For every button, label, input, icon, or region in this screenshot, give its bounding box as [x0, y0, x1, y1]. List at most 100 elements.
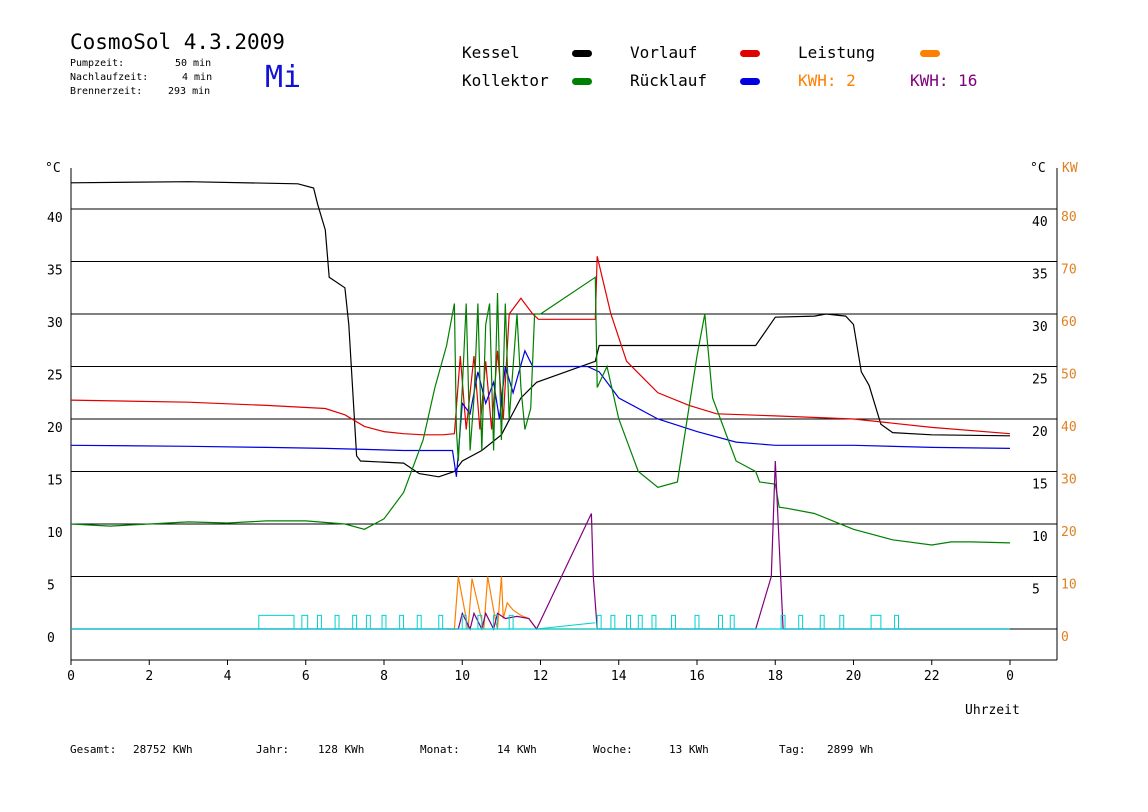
y-axis-unit-kw: KW: [1062, 161, 1078, 176]
x-tick-label: 4: [224, 669, 232, 684]
x-tick-label: 16: [689, 669, 705, 684]
pump-pulse-mark: [819, 614, 825, 630]
pump-pulse-mark: [637, 614, 643, 630]
pump-pulse-mark: [651, 614, 657, 630]
legend-swatch-kollektor: [572, 78, 592, 85]
stat-value-brennerzeit: 293 min: [168, 86, 211, 97]
legend-swatch-ruecklauf: [740, 78, 760, 85]
y-tick-label-left: 35: [47, 264, 63, 279]
x-tick-label: 6: [302, 669, 310, 684]
y-tick-label-left: 0: [47, 631, 55, 646]
x-axis-label: Uhrzeit: [965, 703, 1020, 718]
pump-pulse-mark: [870, 614, 882, 630]
pump-pulse-mark: [399, 614, 405, 630]
pump-pulse-mark: [729, 614, 735, 630]
pump-pulse-mark: [258, 614, 295, 630]
pump-pulse-mark: [671, 614, 676, 630]
weekday-label: Mi: [265, 60, 302, 95]
y-tick-label-kw: 0: [1061, 630, 1069, 645]
footer-gesamt-value: 28752 KWh: [133, 743, 193, 756]
y-tick-label-left: 40: [47, 211, 63, 226]
pump-pulse-mark: [894, 614, 899, 630]
pump-ramp-mark: [536, 622, 596, 630]
stat-label-brennerzeit: Brennerzeit:: [70, 86, 143, 97]
footer-woche-label: Woche:: [593, 743, 633, 756]
series-kollektor: [70, 276, 1011, 546]
pump-pulse-mark: [301, 614, 309, 630]
footer-monat-value: 14 KWh: [497, 743, 537, 756]
footer-gesamt-label: Gesamt:: [70, 743, 117, 756]
pump-pulse-mark: [718, 614, 723, 630]
pump-pulse-mark: [798, 614, 804, 630]
x-tick-label: 10: [454, 669, 470, 684]
pump-pulse-mark: [694, 614, 700, 630]
x-tick-label: 0: [1006, 669, 1014, 684]
y-tick-label-kw: 80: [1061, 210, 1077, 225]
footer-woche-value: 13 KWh: [669, 743, 709, 756]
stat-label-nachlaufzeit: Nachlaufzeit:: [70, 72, 149, 83]
x-tick-label: 22: [924, 669, 940, 684]
y-tick-label-kw: 70: [1061, 263, 1077, 278]
stat-label-pumpzeit: Pumpzeit:: [70, 58, 125, 69]
footer-jahr-label: Jahr:: [256, 743, 290, 756]
legend-label-kollektor: Kollektor: [462, 71, 549, 90]
pump-pulse-mark: [316, 614, 322, 630]
pump-pulse-mark: [596, 614, 602, 630]
x-tick-label: 18: [767, 669, 783, 684]
legend-swatch-vorlauf: [740, 50, 760, 57]
y-tick-label-kw: 10: [1061, 578, 1077, 593]
pump-pulse-mark: [381, 614, 387, 630]
y-tick-label-right: 20: [1032, 425, 1048, 440]
legend-label-ruecklauf: Rücklauf: [630, 71, 708, 90]
x-tick-label: 12: [533, 669, 549, 684]
legend-label-kessel: Kessel: [462, 43, 520, 62]
y-tick-label-kw: 20: [1061, 525, 1077, 540]
pump-pulse-mark: [352, 614, 358, 630]
x-tick-label: 2: [145, 669, 153, 684]
chart-title: CosmoSol 4.3.2009: [70, 30, 285, 54]
pump-pulse-mark: [493, 614, 498, 630]
pump-pulse-mark: [461, 614, 467, 630]
footer-tag-value: 2899 Wh: [827, 743, 874, 756]
pump-pulse-mark: [780, 614, 786, 630]
pump-pulse-mark: [365, 614, 371, 630]
series-kwh: [71, 460, 1010, 631]
series-leistung: [446, 576, 596, 630]
legend-kwh-leistung: KWH: 2: [798, 71, 856, 90]
pump-pulse-mark: [839, 614, 845, 630]
y-tick-label-right: 15: [1032, 478, 1048, 493]
y-tick-label-right: 10: [1032, 530, 1048, 545]
y-tick-label-kw: 30: [1061, 473, 1077, 488]
y-tick-label-left: 5: [47, 579, 55, 594]
x-tick-label: 20: [846, 669, 862, 684]
series-vorlauf: [70, 256, 1011, 436]
y-tick-label-kw: 60: [1061, 315, 1077, 330]
series-r-cklauf: [70, 349, 1011, 477]
legend-kwh-total: KWH: 16: [910, 71, 978, 90]
y-axis-unit-right: °C: [1030, 161, 1046, 176]
footer-jahr-value: 128 KWh: [318, 743, 365, 756]
y-tick-label-left: 25: [47, 369, 63, 384]
y-tick-label-right: 30: [1032, 320, 1048, 335]
footer-tag-label: Tag:: [779, 743, 806, 756]
y-axis-unit-left: °C: [45, 161, 61, 176]
y-tick-label-right: 5: [1032, 583, 1040, 598]
legend-label-vorlauf: Vorlauf: [630, 43, 698, 62]
pump-pulse-mark: [477, 614, 483, 630]
x-tick-label: 8: [380, 669, 388, 684]
x-tick-label: 14: [611, 669, 627, 684]
y-tick-label-left: 30: [47, 316, 63, 331]
legend-swatch-kessel: [572, 50, 592, 57]
y-tick-label-kw: 50: [1061, 368, 1077, 383]
y-tick-label-left: 15: [47, 474, 63, 489]
y-tick-label-kw: 40: [1061, 420, 1077, 435]
y-tick-label-right: 35: [1032, 268, 1048, 283]
y-tick-label-left: 20: [47, 421, 63, 436]
stat-value-pumpzeit: 50 min: [175, 58, 212, 69]
y-tick-label-right: 40: [1032, 215, 1048, 230]
pump-pulse-mark: [610, 614, 616, 630]
y-tick-label-right: 25: [1032, 373, 1048, 388]
pump-pulse-mark: [334, 614, 340, 630]
legend-label-leistung: Leistung: [798, 43, 876, 62]
